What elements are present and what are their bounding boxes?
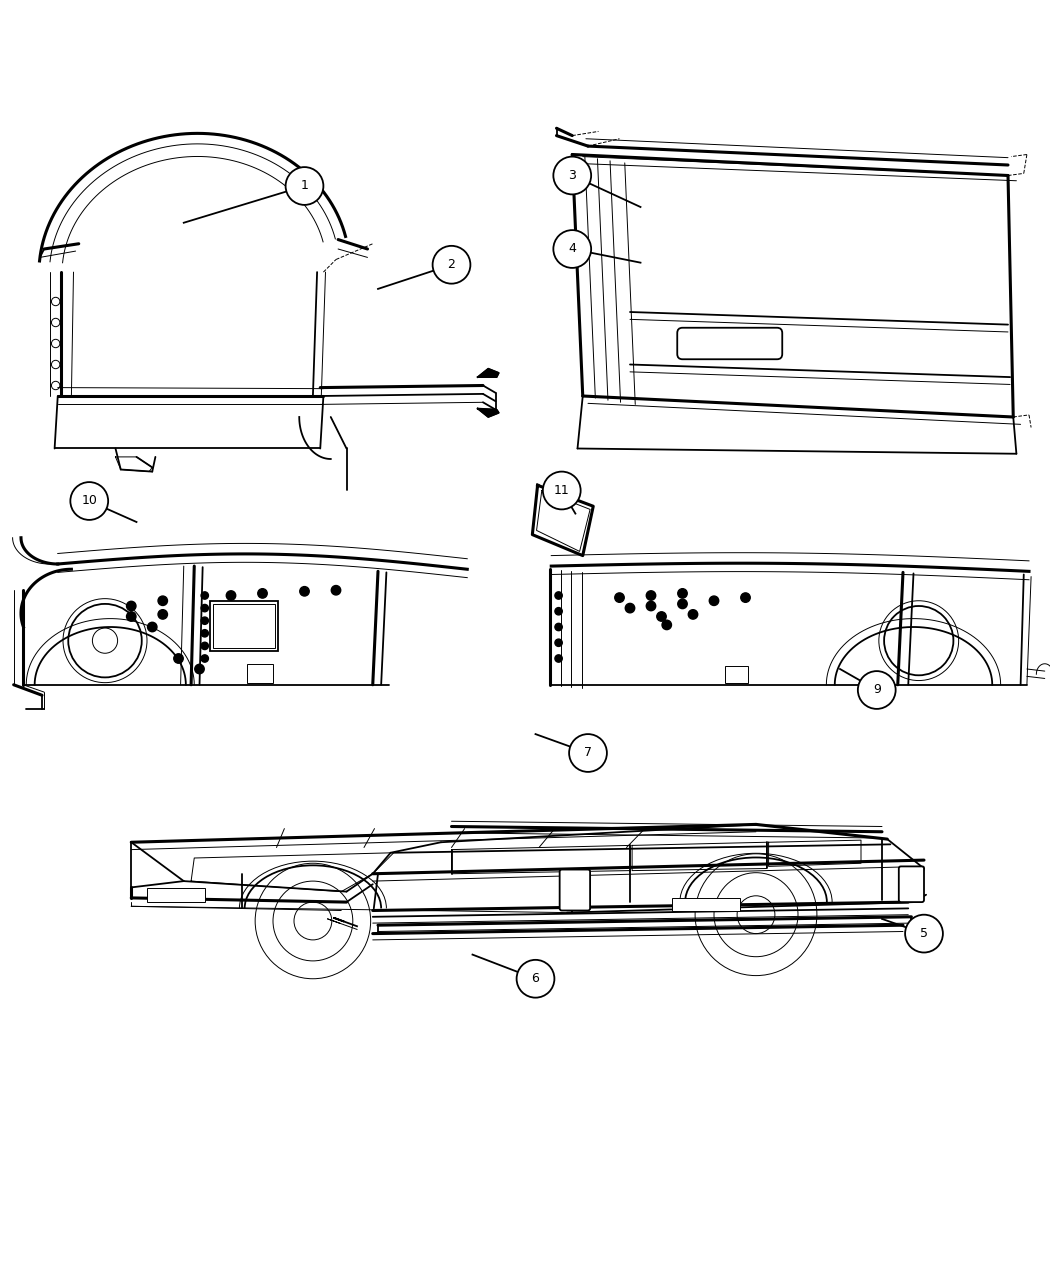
FancyBboxPatch shape xyxy=(247,664,273,682)
Circle shape xyxy=(678,599,687,608)
Circle shape xyxy=(555,623,563,631)
FancyBboxPatch shape xyxy=(677,328,782,360)
Circle shape xyxy=(626,603,634,613)
Circle shape xyxy=(741,593,750,602)
Circle shape xyxy=(126,612,136,621)
Circle shape xyxy=(905,914,943,952)
Circle shape xyxy=(126,602,136,611)
Text: 11: 11 xyxy=(554,484,569,497)
FancyBboxPatch shape xyxy=(672,898,740,910)
Text: 3: 3 xyxy=(568,170,576,182)
Text: 7: 7 xyxy=(584,746,592,760)
Circle shape xyxy=(555,608,563,615)
Circle shape xyxy=(195,664,204,673)
Circle shape xyxy=(332,585,340,595)
Circle shape xyxy=(433,246,470,283)
Polygon shape xyxy=(478,408,499,417)
Circle shape xyxy=(201,630,208,638)
Circle shape xyxy=(543,472,581,510)
FancyBboxPatch shape xyxy=(899,867,924,903)
Circle shape xyxy=(226,590,235,601)
Text: 10: 10 xyxy=(81,495,98,507)
Circle shape xyxy=(689,609,697,620)
Polygon shape xyxy=(478,368,499,377)
Circle shape xyxy=(615,593,624,602)
Circle shape xyxy=(300,586,310,595)
Circle shape xyxy=(553,230,591,268)
FancyBboxPatch shape xyxy=(213,604,275,648)
Circle shape xyxy=(569,734,607,771)
Circle shape xyxy=(553,157,591,194)
Circle shape xyxy=(678,589,687,598)
Circle shape xyxy=(257,589,267,598)
Text: 6: 6 xyxy=(531,973,540,986)
Circle shape xyxy=(70,482,108,520)
Circle shape xyxy=(201,655,208,662)
FancyBboxPatch shape xyxy=(560,870,590,910)
Text: 2: 2 xyxy=(447,259,456,272)
Text: 9: 9 xyxy=(873,683,881,696)
FancyBboxPatch shape xyxy=(724,666,748,682)
Circle shape xyxy=(555,592,563,599)
Circle shape xyxy=(147,622,157,631)
Circle shape xyxy=(517,960,554,997)
Circle shape xyxy=(858,671,896,709)
Circle shape xyxy=(201,592,208,599)
Circle shape xyxy=(174,654,183,663)
FancyBboxPatch shape xyxy=(147,889,205,903)
Circle shape xyxy=(555,639,563,646)
Circle shape xyxy=(646,590,655,601)
Text: 4: 4 xyxy=(568,242,576,255)
Circle shape xyxy=(158,595,168,606)
Text: 1: 1 xyxy=(300,180,309,193)
Circle shape xyxy=(710,595,718,606)
Circle shape xyxy=(286,167,323,205)
Circle shape xyxy=(201,643,208,649)
Text: 5: 5 xyxy=(920,927,928,940)
Circle shape xyxy=(555,655,563,662)
Circle shape xyxy=(657,612,667,621)
Circle shape xyxy=(662,620,672,630)
Circle shape xyxy=(646,602,655,611)
Circle shape xyxy=(201,617,208,625)
Circle shape xyxy=(201,604,208,612)
FancyBboxPatch shape xyxy=(210,601,278,652)
Circle shape xyxy=(158,609,168,620)
